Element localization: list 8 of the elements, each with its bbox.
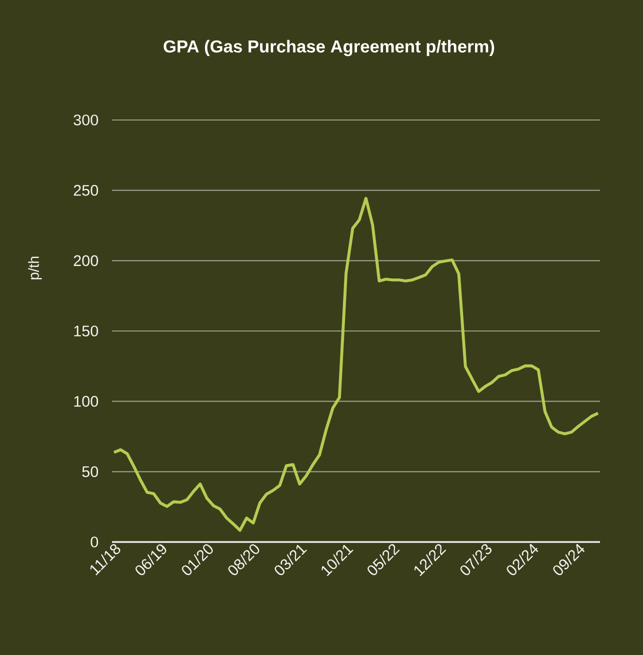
y-tick-label: 250 [74,184,98,196]
y-tick-label: 200 [74,255,98,266]
y-axis-title: p/th [28,256,42,280]
y-tick-label: 150 [74,326,98,336]
y-tick-label: 100 [74,396,98,407]
y-tick-label: 50 [82,466,98,478]
y-tick-label: 300 [74,114,98,126]
chart-title: GPA (Gas Purchase Agreement p/therm) [164,40,494,56]
